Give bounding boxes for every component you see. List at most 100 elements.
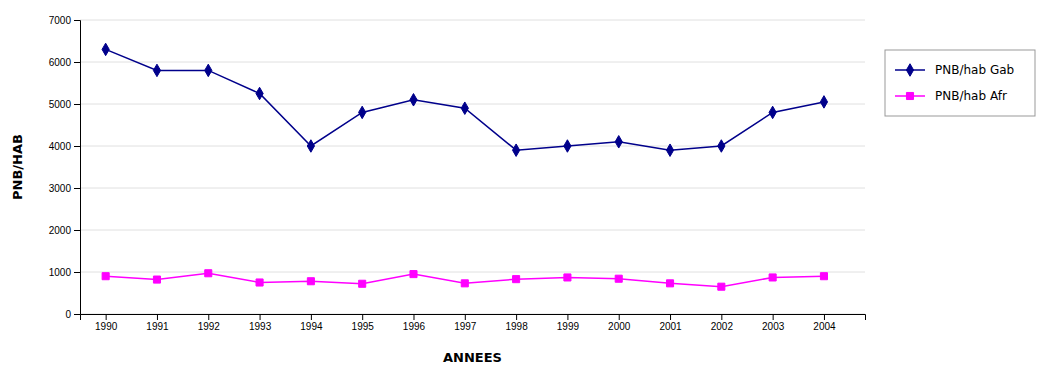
legend-item: PNB/hab Gab [895,63,1014,77]
y-tick-label: 0 [65,309,71,320]
y-tick: 5000 [49,99,80,110]
x-tick-mark [465,314,466,320]
x-axis: 1990199119921993199419951996199719981999… [81,314,866,332]
legend-marker [906,64,913,76]
y-tick-mark [74,104,80,105]
y-tick-mark [74,188,80,189]
marker [153,276,160,283]
y-tick-mark [74,62,80,63]
legend-box [885,50,1035,116]
x-tick-mark [773,314,774,320]
grid-line [80,104,865,105]
marker [666,280,673,287]
marker [513,276,520,283]
x-tick-mark [619,314,620,320]
grid-line [80,20,865,21]
marker [205,270,212,277]
marker [718,283,725,290]
x-tick: 1997 [454,314,477,332]
marker [461,102,468,114]
y-tick: 3000 [49,183,80,194]
x-tick-mark [208,314,209,320]
plot-area: 1990199119921993199419951996199719981999… [49,15,866,332]
marker [769,274,776,281]
y-tick-label: 6000 [49,57,72,68]
x-tick: 2001 [659,314,682,332]
marker [307,140,314,152]
data-area [102,43,828,290]
y-tick-mark [74,314,80,315]
legend-marker [906,92,913,99]
x-tick-label: 2004 [813,321,836,332]
grid [80,20,865,314]
marker [102,43,109,55]
y-tick: 2000 [49,225,80,236]
x-tick-label: 1991 [146,321,169,332]
y-tick-label: 5000 [49,99,72,110]
marker [564,274,571,281]
x-tick-mark [106,314,107,320]
x-tick-mark [311,314,312,320]
x-tick-mark [567,314,568,320]
x-tick: 2000 [608,314,631,332]
marker [769,106,776,118]
series-line [106,273,824,286]
marker [102,273,109,280]
marker [359,106,366,118]
x-tick-mark [824,314,825,320]
y-tick: 4000 [49,141,80,152]
marker [256,279,263,286]
legend-item: PNB/hab Afr [895,89,1007,103]
series [102,43,828,156]
y-tick: 7000 [49,15,80,26]
series-line [106,49,824,150]
x-tick-mark [413,314,414,320]
marker [256,87,263,99]
y-tick-label: 4000 [49,141,72,152]
marker [307,278,314,285]
grid-line [80,230,865,231]
y-tick-label: 1000 [49,267,72,278]
y-tick-label: 3000 [49,183,72,194]
x-tick-label: 1992 [198,321,221,332]
y-tick: 6000 [49,57,80,68]
x-tick: 1991 [146,314,169,332]
marker [410,271,417,278]
x-axis-line [81,315,866,321]
marker [718,140,725,152]
x-tick-label: 1994 [300,321,323,332]
legend-label: PNB/hab Gab [935,63,1014,77]
x-tick-label: 2000 [608,321,631,332]
x-tick-label: 1998 [505,321,528,332]
x-tick-mark [260,314,261,320]
marker [359,280,366,287]
x-tick-mark [362,314,363,320]
x-tick: 1990 [95,314,118,332]
y-tick-mark [74,20,80,21]
grid-line [80,188,865,189]
chart: 1990199119921993199419951996199719981999… [0,0,1055,384]
marker [205,64,212,76]
y-tick-label: 2000 [49,225,72,236]
marker [461,280,468,287]
marker [513,144,520,156]
x-tick-mark [157,314,158,320]
y-axis: 0 1000 2000 3000 4000 5000 6000 7000 [49,15,81,320]
y-axis-line [74,21,81,315]
y-tick-mark [74,272,80,273]
grid-line [80,272,865,273]
x-tick-mark [670,314,671,320]
x-tick-label: 2003 [762,321,785,332]
marker [666,144,673,156]
x-tick-mark [516,314,517,320]
marker [410,94,417,106]
x-tick-label: 1993 [249,321,272,332]
x-tick-label: 2002 [711,321,734,332]
y-tick: 0 [65,309,80,320]
grid-line [80,146,865,147]
marker [153,64,160,76]
y-tick: 1000 [49,267,80,278]
x-tick: 2003 [762,314,785,332]
x-tick: 1999 [557,314,580,332]
legend-label: PNB/hab Afr [935,89,1007,103]
